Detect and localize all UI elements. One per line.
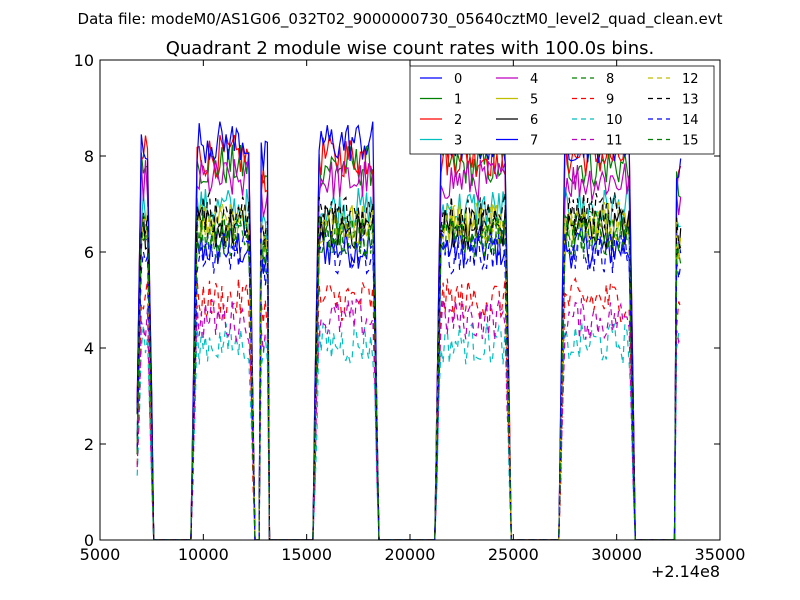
suptitle: Data file: modeM0/AS1G06_032T02_90000007…	[78, 10, 723, 29]
x-offset-label: +2.14e8	[651, 562, 720, 581]
series-line-4	[136, 159, 682, 540]
series-line-9	[136, 276, 682, 540]
legend-label-11: 11	[606, 134, 623, 149]
legend-label-7: 7	[530, 134, 538, 149]
legend-label-8: 8	[606, 72, 614, 87]
legend-label-6: 6	[530, 113, 538, 128]
series-line-2	[136, 134, 682, 540]
x-tick-label: 15000	[281, 545, 332, 564]
chart-title: Quadrant 2 module wise count rates with …	[166, 38, 655, 59]
legend-label-5: 5	[530, 93, 538, 108]
legend-label-1: 1	[454, 93, 462, 108]
series-layer	[136, 121, 682, 540]
legend-label-2: 2	[454, 113, 462, 128]
y-tick-label: 2	[84, 435, 94, 454]
series-line-15	[136, 214, 682, 540]
series-line-8	[136, 210, 682, 540]
y-tick-label: 4	[84, 339, 94, 358]
x-tick-label: 35000	[695, 545, 746, 564]
legend-label-3: 3	[454, 134, 462, 149]
y-tick-label: 10	[74, 51, 94, 70]
x-tick-label: 30000	[591, 545, 642, 564]
series-line-14	[136, 230, 682, 540]
series-line-3	[136, 185, 681, 540]
legend-label-0: 0	[454, 72, 462, 87]
legend-label-9: 9	[606, 93, 614, 108]
legend-label-4: 4	[530, 72, 538, 87]
legend-label-10: 10	[606, 113, 623, 128]
series-line-10	[136, 320, 682, 540]
series-line-0	[136, 225, 682, 540]
y-tick-label: 0	[84, 531, 94, 550]
legend-label-13: 13	[682, 93, 699, 108]
legend-label-15: 15	[682, 134, 699, 149]
legend-label-14: 14	[682, 113, 699, 128]
series-line-12	[136, 201, 682, 540]
x-tick-label: 20000	[385, 545, 436, 564]
legend-box	[409, 65, 715, 155]
y-tick-label: 6	[84, 243, 94, 262]
legend-label-12: 12	[682, 72, 699, 87]
x-tick-label: 5000	[80, 545, 121, 564]
ticks-layer: 5000 10000 15000 20000 25000 30000 35000 0 2 4 6 8 1…	[74, 51, 746, 564]
x-tick-label: 10000	[178, 545, 229, 564]
y-tick-label: 8	[84, 147, 94, 166]
series-line-11	[136, 298, 682, 540]
x-tick-label: 25000	[488, 545, 539, 564]
